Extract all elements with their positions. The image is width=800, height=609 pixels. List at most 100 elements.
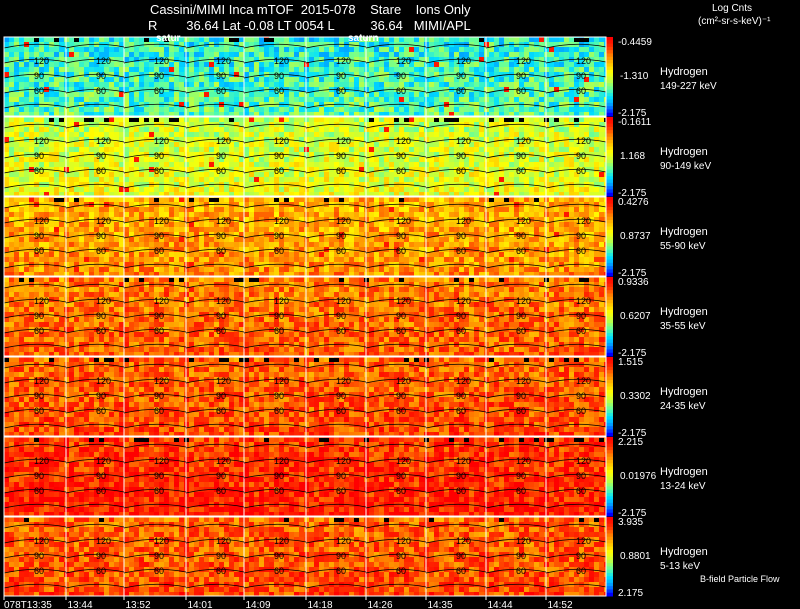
heatmap-cell: [104, 82, 109, 87]
heatmap-cell: [514, 97, 519, 102]
heatmap-cell: [434, 47, 439, 52]
heatmap-cell: [264, 187, 269, 192]
heatmap-cell: [49, 112, 54, 116]
heatmap-cell: [359, 107, 364, 112]
heatmap-cell: [459, 97, 464, 102]
heatmap-cell: [189, 37, 194, 42]
heatmap-cell: [54, 177, 59, 182]
heatmap-cell: [229, 162, 234, 167]
heatmap-cell: [349, 172, 354, 177]
heatmap-cell: [174, 72, 179, 77]
heatmap-cell: [194, 62, 199, 67]
heatmap-cell: [369, 62, 374, 67]
heatmap-cell: [84, 212, 89, 217]
heatmap-cell: [339, 187, 344, 192]
heatmap-cell: [249, 137, 254, 142]
heatmap-cell: [374, 202, 379, 207]
heatmap-cell: [584, 67, 589, 72]
heatmap-cell: [59, 127, 64, 132]
heatmap-cell: [499, 202, 504, 207]
heatmap-cell: [569, 117, 574, 122]
heatmap-cell: [239, 37, 244, 42]
heatmap-cell: [4, 162, 9, 167]
heatmap-cell: [279, 52, 284, 57]
heatmap-cell: [294, 87, 299, 92]
heatmap-cell: [434, 127, 439, 132]
heatmap-cell: [559, 152, 564, 157]
heatmap-cell: [299, 182, 304, 187]
heatmap-cell: [449, 192, 454, 196]
heatmap-cell: [584, 77, 589, 82]
heatmap-cell: [19, 182, 24, 187]
heatmap-cell: [584, 52, 589, 57]
heatmap-cell: [429, 47, 434, 52]
heatmap-cell: [89, 222, 94, 227]
no-data-cell: [49, 118, 54, 122]
heatmap-cell: [239, 172, 244, 177]
heatmap-cell: [279, 47, 284, 52]
heatmap-cell: [54, 107, 59, 112]
heatmap-cell: [419, 62, 424, 67]
heatmap-cell: [354, 67, 359, 72]
heatmap-cell: [29, 227, 34, 232]
heatmap-cell: [399, 157, 404, 162]
heatmap-cell: [599, 72, 604, 77]
heatmap-cell: [419, 152, 424, 157]
heatmap-cell: [14, 107, 19, 112]
heatmap-cell: [219, 142, 224, 147]
heatmap-cell: [434, 52, 439, 57]
heatmap-cell: [24, 177, 29, 182]
heatmap-cell: [369, 177, 374, 182]
heatmap-cell: [434, 62, 439, 67]
heatmap-cell: [239, 187, 244, 192]
colorbar-segment: [606, 169, 613, 174]
heatmap-cell: [219, 97, 224, 102]
heatmap-cell: [299, 187, 304, 192]
heatmap-cell: [519, 207, 524, 212]
heatmap-cell: [309, 67, 314, 72]
contour-line: [243, 138, 307, 144]
heatmap-cell: [74, 117, 79, 122]
no-data-cell: [74, 38, 79, 42]
heatmap-cell: [584, 172, 589, 177]
heatmap-cell: [59, 157, 64, 162]
heatmap-cell: [294, 42, 299, 47]
heatmap-cell: [314, 87, 319, 92]
heatmap-cell: [539, 192, 544, 196]
contour-line: [365, 168, 427, 174]
heatmap-cell: [239, 217, 244, 222]
heatmap-cell: [474, 62, 479, 67]
heatmap-cell: [249, 47, 254, 52]
heatmap-cell: [74, 152, 79, 157]
heatmap-cell: [99, 97, 104, 102]
heatmap-cell: [89, 107, 94, 112]
heatmap-cell: [169, 222, 174, 227]
heatmap-cell: [429, 122, 434, 127]
heatmap-cell: [39, 77, 44, 82]
heatmap-cell: [274, 132, 279, 137]
heatmap-cell: [79, 222, 84, 227]
heatmap-cell: [239, 117, 244, 122]
heatmap-cell: [224, 112, 229, 116]
heatmap-cell: [309, 157, 314, 162]
heatmap-cell: [594, 82, 599, 87]
heatmap-cell: [559, 37, 564, 42]
heatmap-cell: [569, 177, 574, 182]
heatmap-cell: [14, 187, 19, 192]
heatmap-cell: [139, 147, 144, 152]
heatmap-cell: [459, 222, 464, 227]
heatmap-cell: [289, 132, 294, 137]
heatmap-cell: [239, 112, 244, 116]
heatmap-cell: [274, 97, 279, 102]
heatmap-cell: [199, 57, 204, 62]
heatmap-cell: [474, 212, 479, 217]
heatmap-cell: [44, 172, 49, 177]
heatmap-cell: [369, 97, 374, 102]
heatmap-cell: [254, 77, 259, 82]
heatmap-cell: [154, 132, 159, 137]
heatmap-cell: [49, 37, 54, 42]
heatmap-cell: [394, 162, 399, 167]
heatmap-cell: [344, 92, 349, 97]
heatmap-cell: [519, 52, 524, 57]
heatmap-cell: [464, 187, 469, 192]
